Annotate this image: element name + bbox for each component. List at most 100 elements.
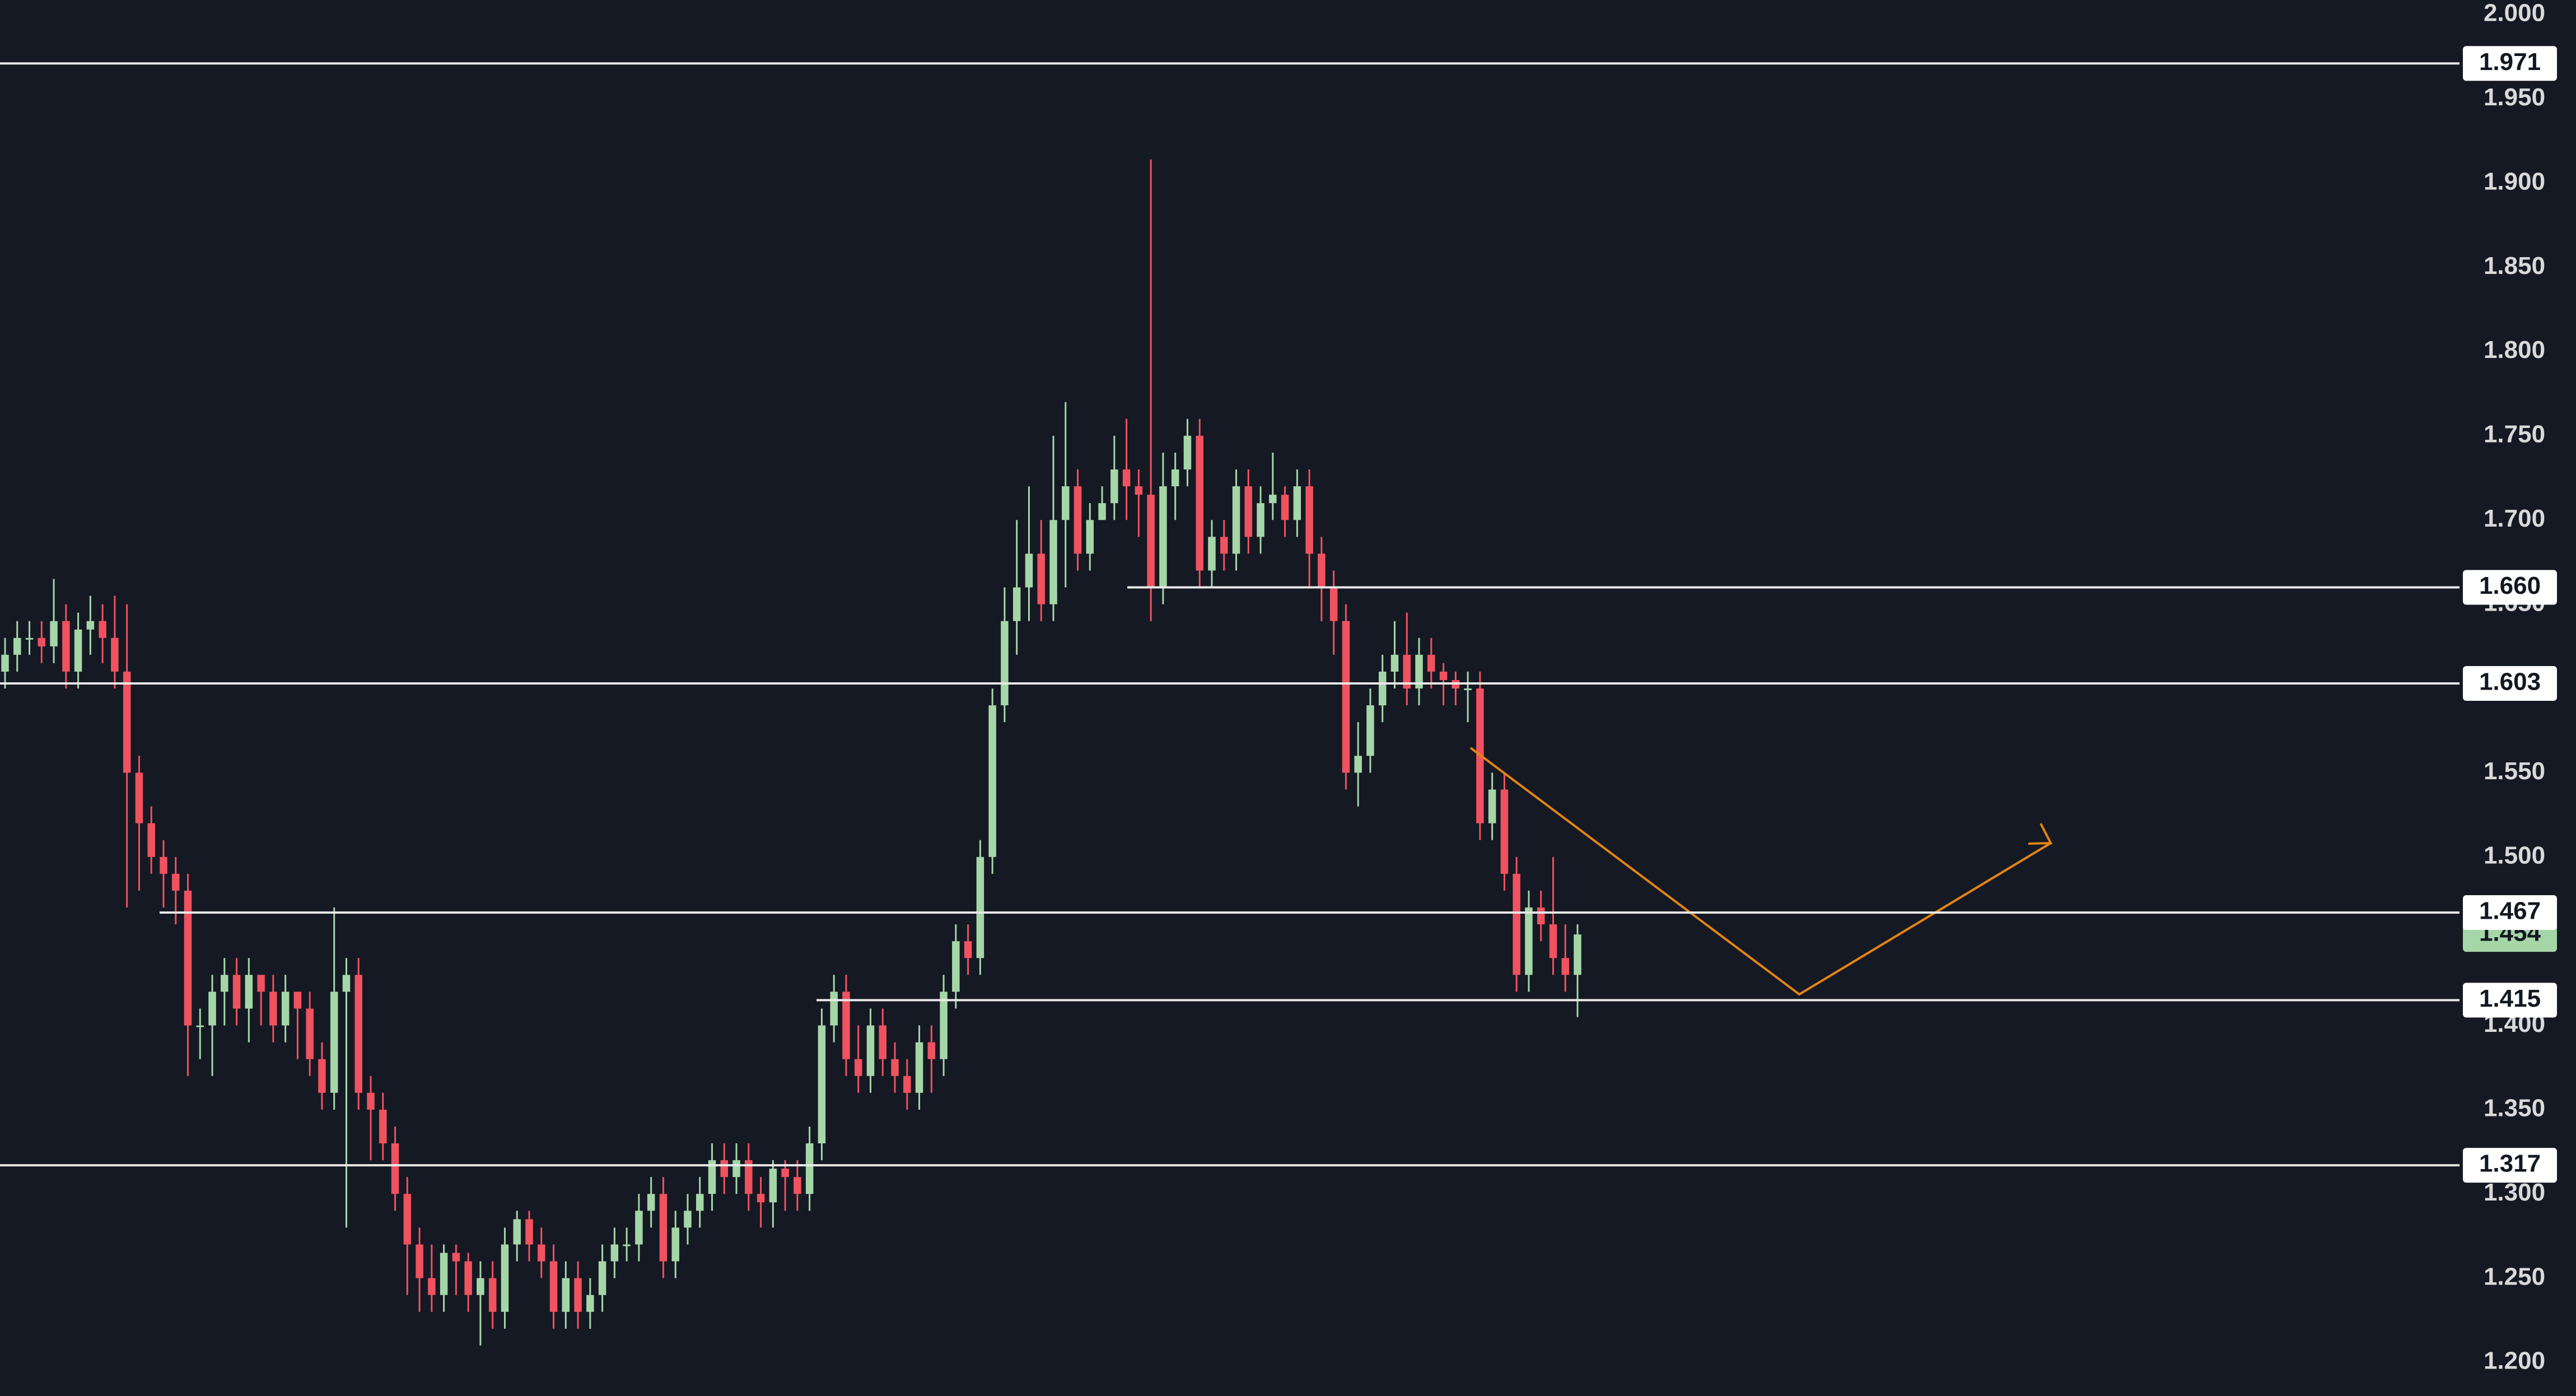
candle-body	[745, 1160, 753, 1194]
candle-body	[281, 992, 290, 1026]
candle-body	[13, 637, 21, 655]
level-box	[2463, 1148, 2557, 1183]
candle-body	[879, 1025, 887, 1059]
candle-body	[623, 1244, 631, 1246]
y-tick-label: 1.350	[2484, 1095, 2545, 1122]
candle-body	[866, 1025, 875, 1076]
candle-body	[659, 1194, 668, 1262]
level-box	[2463, 46, 2557, 81]
candle-body	[1232, 486, 1240, 554]
candle-body	[1135, 486, 1143, 495]
y-tick-label: 1.200	[2484, 1347, 2545, 1375]
candle-body	[708, 1160, 716, 1194]
candle-body	[684, 1211, 692, 1228]
y-tick-label: 1.550	[2484, 757, 2545, 785]
candle-body	[538, 1244, 545, 1262]
projection-arrow	[1469, 747, 2052, 996]
y-tick-label: 1.300	[2484, 1179, 2545, 1206]
level-box	[2463, 983, 2557, 1018]
candle-body	[428, 1278, 436, 1295]
candle-body	[671, 1227, 679, 1262]
candle-body	[1390, 654, 1399, 672]
candle-body	[1354, 756, 1362, 773]
candle-body	[903, 1076, 911, 1093]
candle-body	[342, 975, 351, 992]
candle-body	[964, 941, 972, 958]
candle-body	[1513, 873, 1520, 975]
candle-body	[50, 621, 58, 646]
candle-body	[513, 1219, 521, 1245]
candle-body	[1159, 486, 1167, 588]
candle-body	[74, 629, 82, 672]
candle-body	[477, 1278, 484, 1295]
candle-body	[452, 1253, 460, 1262]
y-tick-label: 1.800	[2484, 336, 2545, 364]
level-label: 1.415	[2479, 985, 2541, 1012]
candle-body	[1086, 520, 1094, 554]
candle-body	[464, 1261, 472, 1295]
candle-body	[818, 1025, 826, 1144]
candle-body	[1183, 435, 1192, 470]
y-tick-label: 1.500	[2484, 841, 2545, 869]
candle-body	[1122, 469, 1131, 487]
candle-body	[1415, 654, 1423, 688]
candle-body	[171, 873, 180, 891]
y-tick-label: 2.000	[2484, 0, 2545, 27]
candle-body	[1561, 958, 1569, 975]
candle-body	[988, 705, 996, 857]
candle-body	[1001, 621, 1009, 706]
candle-body	[354, 975, 363, 1093]
candle-body	[208, 992, 216, 1026]
candle-body	[1220, 537, 1228, 554]
candle-body	[1110, 469, 1118, 504]
candle-body	[38, 637, 46, 646]
candle-body	[842, 992, 850, 1059]
candle-body	[135, 773, 143, 823]
level-label: 1.467	[2479, 897, 2541, 925]
y-tick-label: 1.850	[2484, 252, 2545, 280]
candle-body	[1269, 495, 1277, 504]
candle-body	[1488, 789, 1496, 823]
candle-body	[184, 890, 192, 1026]
candle-body	[830, 992, 838, 1026]
candle-body	[1525, 907, 1533, 975]
candle-body	[927, 1042, 936, 1059]
level-box	[2463, 895, 2557, 930]
candle-body	[1049, 520, 1057, 604]
candle-body	[99, 621, 106, 638]
candle-body	[257, 975, 265, 992]
candle-body	[915, 1042, 923, 1093]
candle-body	[391, 1143, 399, 1194]
candle-body	[1329, 587, 1338, 621]
candle-body	[732, 1160, 740, 1178]
candle-body	[720, 1160, 729, 1178]
candle-body	[1318, 553, 1326, 588]
candle-body	[1549, 924, 1557, 958]
candle-body	[574, 1278, 582, 1312]
candle-body	[232, 975, 241, 1009]
candle-body	[635, 1211, 643, 1245]
y-tick-label: 1.900	[2484, 167, 2545, 195]
candle-body	[891, 1059, 899, 1076]
candle-body	[1, 654, 9, 672]
candle-body	[440, 1253, 448, 1295]
candle-body	[196, 1025, 204, 1027]
level-label: 1.317	[2479, 1150, 2541, 1178]
candle-body	[1244, 486, 1253, 537]
arrow-head	[2028, 823, 2053, 845]
candle-body	[1378, 671, 1387, 706]
candle-body	[330, 992, 338, 1093]
candle-body	[488, 1278, 497, 1312]
candle-body	[1500, 789, 1509, 874]
candle-body	[111, 637, 119, 672]
y-tick-label: 1.750	[2484, 421, 2545, 448]
candle-body	[269, 992, 277, 1026]
candle-body	[1257, 503, 1264, 537]
candle-body	[805, 1143, 814, 1194]
candle-body	[940, 992, 948, 1059]
candle-body	[757, 1194, 765, 1203]
y-tick-label: 1.950	[2484, 83, 2545, 111]
candle-body	[1012, 587, 1021, 621]
candle-body	[245, 975, 253, 1009]
